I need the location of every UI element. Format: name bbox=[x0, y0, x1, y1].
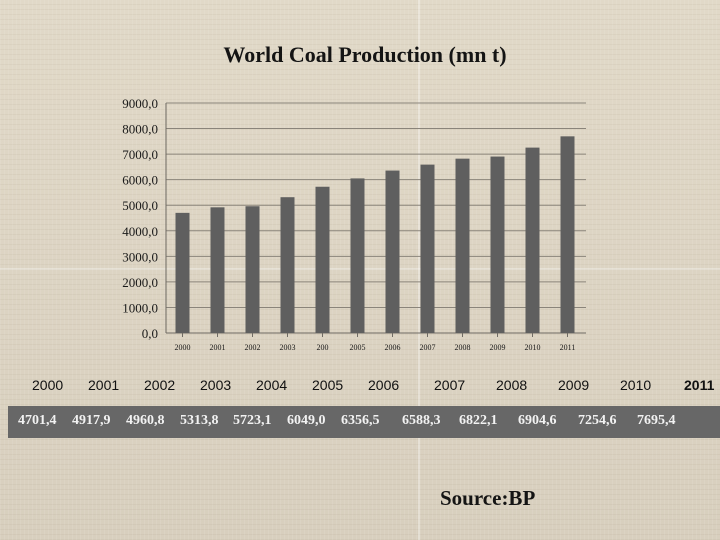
bar bbox=[245, 206, 260, 333]
year-cell: 2011 bbox=[684, 377, 715, 393]
year-cell: 2005 bbox=[312, 377, 344, 393]
source-note: Source:BP bbox=[440, 486, 536, 510]
bar bbox=[525, 147, 540, 333]
x-tick-label: 200 bbox=[317, 343, 329, 352]
bar bbox=[280, 197, 295, 333]
year-cell: 2001 bbox=[88, 377, 120, 393]
x-tick-label: 2000 bbox=[175, 343, 191, 352]
y-tick-label: 9000,0 bbox=[122, 96, 158, 111]
y-tick-label: 4000,0 bbox=[122, 224, 158, 239]
bar bbox=[350, 178, 365, 333]
y-tick-label: 7000,0 bbox=[122, 147, 158, 162]
value-cell: 6588,3 bbox=[402, 413, 441, 428]
value-cell: 7254,6 bbox=[578, 413, 617, 428]
year-cell: 2003 bbox=[200, 377, 232, 393]
bar bbox=[175, 212, 190, 333]
background-seam bbox=[418, 0, 420, 540]
x-tick-label: 2005 bbox=[350, 343, 366, 352]
y-tick-label: 5000,0 bbox=[122, 198, 158, 213]
value-cell: 4917,9 bbox=[72, 413, 111, 428]
y-tick-label: 0,0 bbox=[142, 326, 158, 341]
value-cell: 6049,0 bbox=[287, 413, 326, 428]
bar bbox=[420, 164, 435, 333]
value-cell: 6904,6 bbox=[518, 413, 557, 428]
x-tick-label: 2007 bbox=[420, 343, 436, 352]
x-tick-label: 2009 bbox=[490, 343, 506, 352]
value-cell: 6356,5 bbox=[341, 413, 380, 428]
bar bbox=[455, 158, 470, 333]
value-cell: 4701,4 bbox=[18, 413, 57, 428]
year-cell: 2010 bbox=[620, 377, 652, 393]
y-tick-label: 6000,0 bbox=[122, 173, 158, 188]
x-tick-label: 2001 bbox=[210, 343, 226, 352]
x-tick-label: 2006 bbox=[385, 343, 401, 352]
x-tick-label: 2003 bbox=[280, 343, 296, 352]
value-cell: 5313,8 bbox=[180, 413, 219, 428]
y-tick-label: 3000,0 bbox=[122, 249, 158, 264]
value-cell: 7695,4 bbox=[637, 413, 676, 428]
value-cell: 5723,1 bbox=[233, 413, 272, 428]
x-tick-label: 2010 bbox=[525, 343, 541, 352]
value-cell: 4960,8 bbox=[126, 413, 165, 428]
year-cell: 2008 bbox=[496, 377, 528, 393]
x-tick-label: 2011 bbox=[560, 343, 576, 352]
x-tick-label: 2002 bbox=[245, 343, 261, 352]
chart-title: World Coal Production (mn t) bbox=[223, 42, 507, 67]
bar bbox=[560, 136, 575, 333]
year-cell: 2000 bbox=[32, 377, 64, 393]
y-tick-label: 2000,0 bbox=[122, 275, 158, 290]
value-row: 4701,4 4917,9 4960,8 5313,8 5723,1 6049,… bbox=[8, 406, 720, 438]
bar bbox=[490, 156, 505, 333]
year-cell: 2007 bbox=[434, 377, 466, 393]
x-tick-label: 2008 bbox=[455, 343, 471, 352]
bar bbox=[385, 170, 400, 333]
year-cell: 2009 bbox=[558, 377, 590, 393]
y-tick-label: 8000,0 bbox=[122, 122, 158, 137]
bar bbox=[315, 186, 330, 333]
year-cell: 2004 bbox=[256, 377, 288, 393]
year-header-row: 2000 2001 2002 2003 2004 2005 2006 2007 … bbox=[10, 374, 720, 396]
y-tick-label: 1000,0 bbox=[122, 300, 158, 315]
year-cell: 2006 bbox=[368, 377, 400, 393]
year-cell: 2002 bbox=[144, 377, 176, 393]
value-cell: 6822,1 bbox=[459, 413, 498, 428]
bar bbox=[210, 207, 225, 333]
